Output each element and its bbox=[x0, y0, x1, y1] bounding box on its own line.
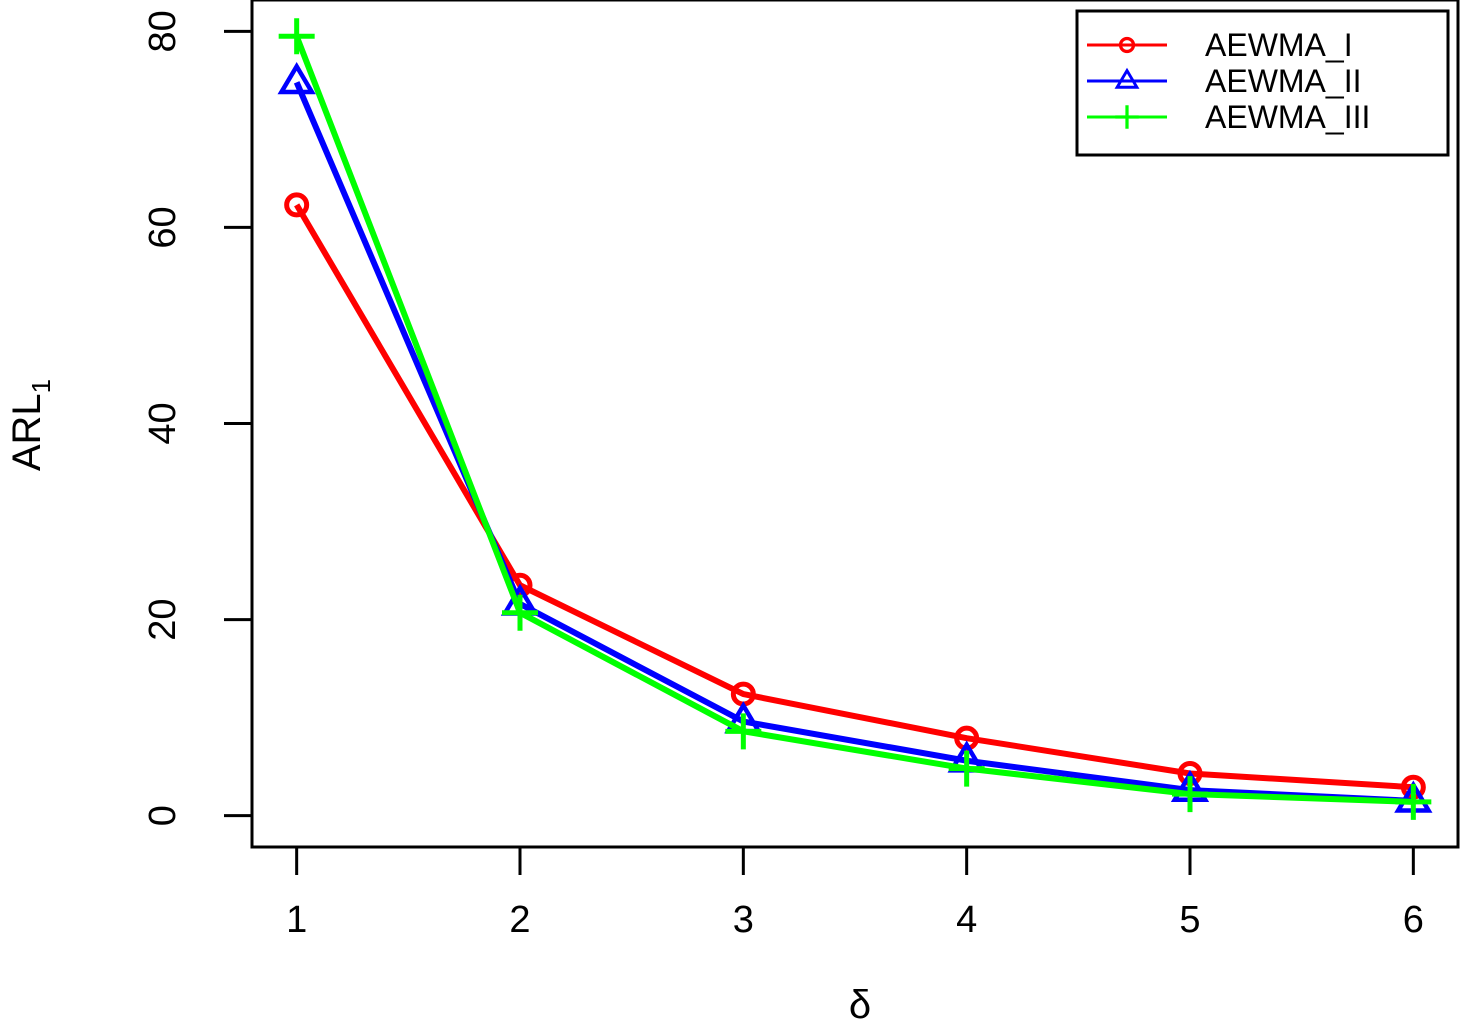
data-point-AEWMA_III-1 bbox=[278, 18, 315, 55]
x-axis: 1 2 3 4 5 6 bbox=[286, 847, 1424, 941]
y-tick-label-1: 20 bbox=[142, 598, 184, 640]
legend-item-AEWMA_III: AEWMA_III bbox=[1087, 99, 1370, 135]
series-layer bbox=[277, 18, 1433, 820]
series-line-AEWMA_III bbox=[293, 35, 1414, 805]
data-point-AEWMA_III-4 bbox=[948, 750, 985, 787]
y-tick-label-3: 60 bbox=[142, 206, 184, 248]
x-tick-label-3: 4 bbox=[956, 899, 977, 941]
legend-label-AEWMA_I: AEWMA_I bbox=[1205, 27, 1353, 63]
legend-item-AEWMA_II: AEWMA_II bbox=[1087, 63, 1361, 99]
plot-frame bbox=[250, 0, 1460, 849]
legend-marker-AEWMA_II bbox=[1114, 67, 1140, 89]
x-tick-label-0: 1 bbox=[286, 899, 307, 941]
y-axis-title: ARL1 bbox=[5, 379, 56, 471]
x-tick-label-2: 3 bbox=[733, 899, 754, 941]
x-tick-label-5: 6 bbox=[1403, 899, 1424, 941]
data-point-AEWMA_III-3 bbox=[725, 713, 762, 750]
y-axis-title-main: ARL bbox=[5, 393, 49, 471]
legend-label-AEWMA_II: AEWMA_II bbox=[1205, 63, 1361, 99]
series-line-AEWMA_II bbox=[293, 81, 1414, 804]
y-axis: 0 20 40 60 80 bbox=[142, 10, 252, 826]
x-tick-label-1: 2 bbox=[509, 899, 530, 941]
data-point-AEWMA_III-2 bbox=[502, 594, 538, 631]
y-tick-label-0: 0 bbox=[142, 805, 184, 826]
series-line-AEWMA_I bbox=[294, 203, 1414, 791]
legend-item-AEWMA_I: AEWMA_I bbox=[1087, 27, 1353, 63]
data-point-AEWMA_III-6 bbox=[1395, 783, 1432, 820]
series-AEWMA_III bbox=[278, 18, 1432, 820]
legend-box bbox=[1075, 9, 1450, 157]
legend-marker-AEWMA_III bbox=[1115, 105, 1139, 129]
data-point-AEWMA_III-5 bbox=[1172, 776, 1208, 813]
y-tick-label-4: 80 bbox=[142, 10, 184, 52]
y-axis-title-subscript: 1 bbox=[26, 379, 56, 393]
data-point-AEWMA_I-1 bbox=[284, 192, 310, 218]
data-point-AEWMA_II-1 bbox=[277, 61, 316, 95]
legend-marker-AEWMA_I bbox=[1118, 36, 1136, 54]
y-tick-label-2: 40 bbox=[142, 402, 184, 444]
x-tick-label-4: 5 bbox=[1179, 899, 1200, 941]
legend-label-AEWMA_III: AEWMA_III bbox=[1205, 99, 1370, 135]
x-axis-title: δ bbox=[849, 983, 871, 1020]
series-AEWMA_I bbox=[284, 192, 1426, 800]
